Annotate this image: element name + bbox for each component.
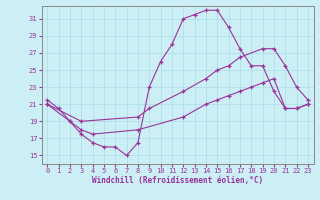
X-axis label: Windchill (Refroidissement éolien,°C): Windchill (Refroidissement éolien,°C) [92,176,263,185]
